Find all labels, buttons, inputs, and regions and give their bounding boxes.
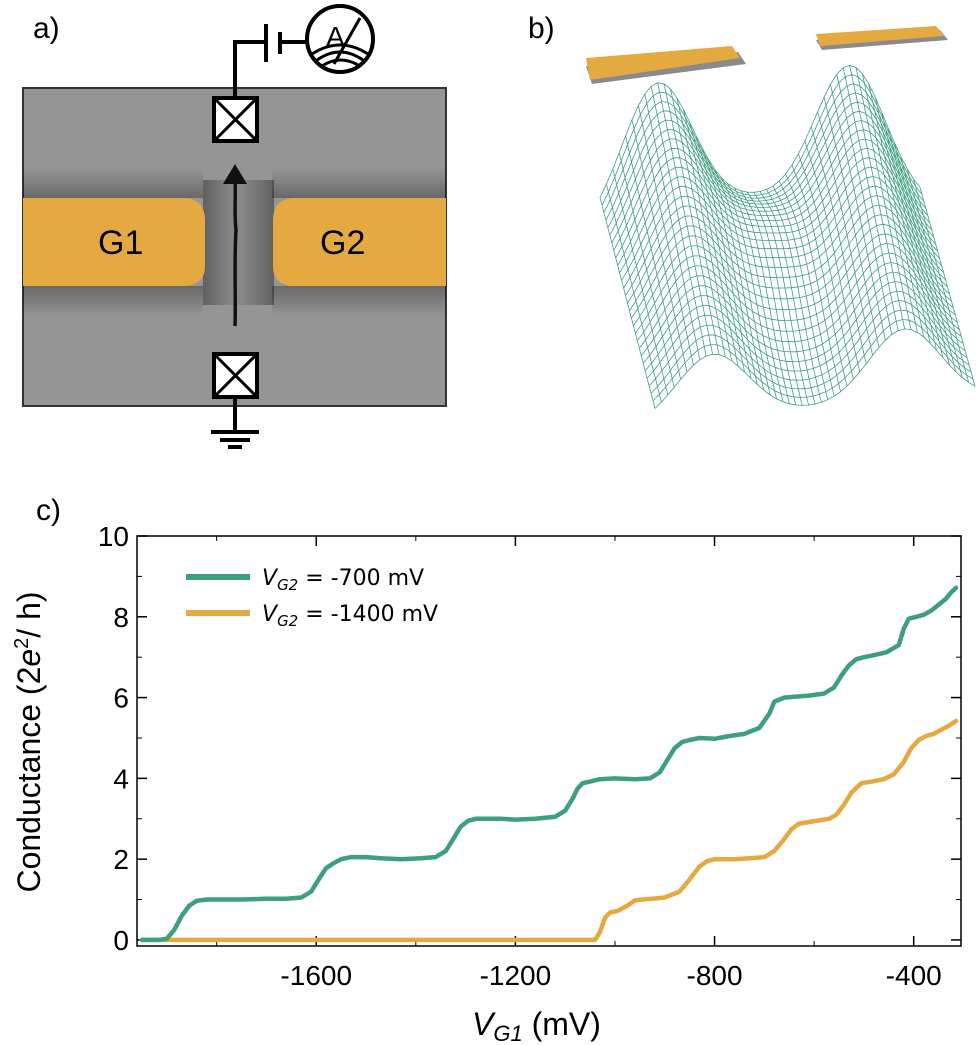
wire xyxy=(233,40,266,98)
y-tick-label: 0 xyxy=(113,925,129,956)
ammeter-icon: A xyxy=(305,4,375,74)
panel-c-label: c) xyxy=(36,494,61,527)
series-line-1 xyxy=(139,585,959,943)
y-axis-label: Conductance (2e2/ h) xyxy=(11,591,47,892)
y-tick-label: 10 xyxy=(98,521,129,552)
contact-icon xyxy=(212,96,259,143)
panel-b-label: b) xyxy=(528,12,555,45)
y-axis: 0 2 4 6 8 10 xyxy=(98,521,961,956)
y-tick-label: 8 xyxy=(113,602,129,633)
series-line-2 xyxy=(139,718,959,943)
x-axis-label: VG1 (mV) xyxy=(472,1006,601,1045)
x-tick-label: -400 xyxy=(886,960,942,991)
battery-icon xyxy=(264,24,282,62)
panel-a: a) G1 G2 xyxy=(22,4,447,449)
gate-g1 xyxy=(23,198,205,286)
gate-plate-right xyxy=(816,26,948,50)
x-tick-label: -1200 xyxy=(480,960,552,991)
gate-g2-label: G2 xyxy=(320,224,365,262)
x-tick-label: -1600 xyxy=(280,960,352,991)
gate-g2 xyxy=(273,198,446,286)
contact-icon xyxy=(212,352,259,399)
legend-label-series-1: VG2 = -700 mV xyxy=(262,566,424,594)
mesh-lines xyxy=(599,64,976,409)
current-arrow-icon xyxy=(223,164,247,327)
y-tick-label: 2 xyxy=(113,844,129,875)
x-axis: -1600 -1200 -800 -400 xyxy=(216,536,942,991)
plot-series xyxy=(139,585,959,943)
ammeter-label: A xyxy=(326,21,345,52)
legend: VG2 = -700 mV VG2 = -1400 mV xyxy=(186,566,438,630)
potential-mesh xyxy=(599,64,976,409)
gate-g1-label: G1 xyxy=(98,224,143,262)
x-tick-label: -800 xyxy=(687,960,743,991)
gate-plate-left xyxy=(586,46,746,84)
panel-b: b) xyxy=(528,12,976,409)
y-tick-label: 4 xyxy=(113,763,129,794)
panel-c: c) -1600 -1200 -800 -400 0 2 4 6 8 10 VG2 = -700… xyxy=(11,494,962,1045)
legend-label-series-2: VG2 = -1400 mV xyxy=(262,602,438,630)
y-tick-label: 6 xyxy=(113,683,129,714)
panel-a-label: a) xyxy=(33,12,60,45)
plot-frame xyxy=(136,535,962,947)
ground-icon xyxy=(211,397,259,449)
